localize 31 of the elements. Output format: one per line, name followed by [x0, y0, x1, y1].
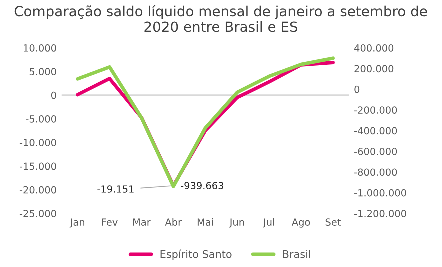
- data-label: -939.663: [181, 182, 224, 190]
- y-tick-label: -15.000: [20, 162, 56, 170]
- y2-tick-label: -800.000: [354, 168, 398, 176]
- x-tick-label: Mar: [133, 218, 151, 226]
- chart-title: Comparação saldo líquido mensal de janeiro a setembro de 2020 entre Brasil e ES: [14, 5, 428, 32]
- x-tick-label: Mai: [198, 218, 214, 226]
- y2-tick-label: -200.000: [354, 106, 398, 114]
- y-tick-label: 10.000: [24, 44, 56, 52]
- x-tick-label: Abr: [165, 218, 182, 226]
- y-tick-label: 0: [51, 92, 56, 100]
- x-tick-label: Jul: [263, 218, 274, 228]
- x-tick-label: Fev: [102, 218, 118, 226]
- y-tick-label: -25.000: [20, 210, 56, 218]
- y2-tick-label: -400.000: [354, 127, 398, 135]
- y-tick-label: -10.000: [20, 139, 56, 146]
- legend-label: Brasil: [283, 250, 310, 258]
- x-tick-label: Ago: [292, 218, 310, 228]
- y2-tick-label: 200.000: [354, 65, 394, 73]
- y2-tick-label: 0: [354, 86, 360, 94]
- y2-tick-label: -600.000: [354, 148, 398, 156]
- y2-tick-label: 400.000: [354, 44, 394, 52]
- y2-tick-label: -1.200.000: [354, 210, 406, 218]
- y-tick-label: -20.000: [20, 186, 56, 194]
- y2-tick-label: -1.000.000: [354, 189, 406, 197]
- x-tick-label: Set: [326, 218, 341, 226]
- x-tick-label: Jan: [70, 218, 85, 228]
- y-tick-label: 5.000: [30, 68, 56, 76]
- legend-label: Espírito Santo: [160, 250, 232, 260]
- data-label: -19.151: [98, 186, 134, 193]
- x-tick-label: Jun: [229, 218, 244, 228]
- y-tick-label: -5.000: [26, 115, 56, 123]
